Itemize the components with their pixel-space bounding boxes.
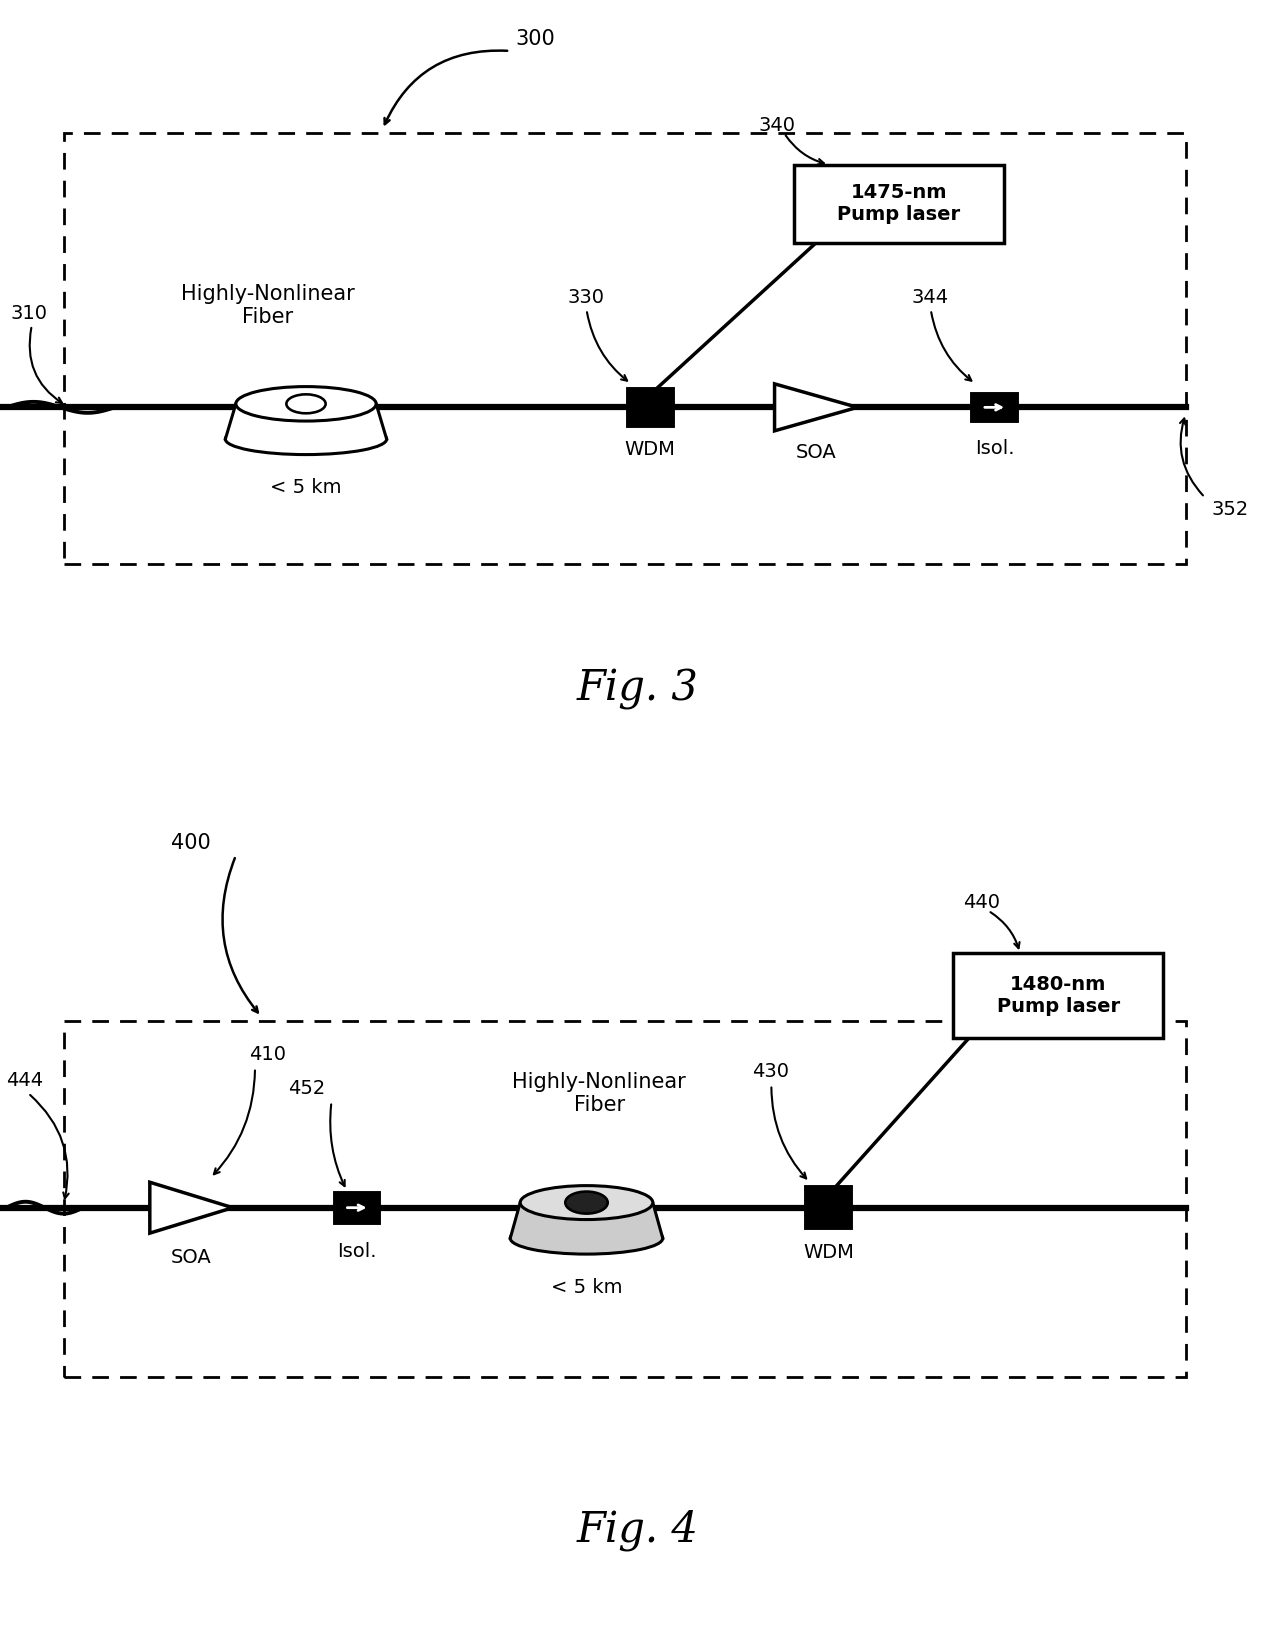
Bar	[972, 393, 1017, 421]
Text: 1480-nm
Pump laser: 1480-nm Pump laser	[997, 974, 1119, 1017]
Polygon shape	[774, 384, 858, 431]
Text: 330: 330	[567, 289, 604, 307]
Bar	[806, 1188, 852, 1227]
Bar	[954, 953, 1163, 1038]
Text: 310: 310	[10, 304, 47, 323]
Text: 430: 430	[752, 1062, 789, 1082]
Bar	[793, 165, 1005, 243]
Ellipse shape	[287, 395, 325, 413]
Ellipse shape	[510, 1222, 663, 1253]
Text: 344: 344	[912, 289, 949, 307]
Polygon shape	[226, 403, 386, 439]
Polygon shape	[150, 1182, 232, 1234]
Text: 440: 440	[963, 893, 1000, 912]
Text: Isol.: Isol.	[975, 439, 1014, 457]
Text: WDM: WDM	[625, 441, 676, 459]
Text: 340: 340	[759, 116, 796, 135]
Text: < 5 km: < 5 km	[551, 1278, 622, 1297]
Text: SOA: SOA	[796, 444, 836, 462]
Text: 410: 410	[249, 1046, 286, 1064]
Bar	[334, 1193, 380, 1222]
Text: Highly-Nonlinear
Fiber: Highly-Nonlinear Fiber	[181, 284, 354, 326]
Text: 300: 300	[515, 29, 556, 49]
Text: 352: 352	[1211, 499, 1248, 519]
Text: 400: 400	[171, 832, 212, 854]
Text: 444: 444	[6, 1071, 43, 1090]
Text: Highly-Nonlinear
Fiber: Highly-Nonlinear Fiber	[513, 1072, 686, 1115]
Ellipse shape	[520, 1185, 653, 1219]
Ellipse shape	[565, 1191, 608, 1214]
Text: 452: 452	[288, 1079, 325, 1098]
Text: WDM: WDM	[803, 1244, 854, 1262]
Text: 1475-nm
Pump laser: 1475-nm Pump laser	[838, 183, 960, 224]
Ellipse shape	[226, 424, 386, 455]
Text: SOA: SOA	[171, 1247, 212, 1266]
Ellipse shape	[236, 387, 376, 421]
Text: < 5 km: < 5 km	[270, 478, 342, 496]
Text: Fig. 4: Fig. 4	[576, 1510, 699, 1550]
Text: Fig. 3: Fig. 3	[576, 669, 699, 710]
Text: Isol.: Isol.	[338, 1242, 376, 1260]
Polygon shape	[510, 1203, 663, 1239]
Bar	[627, 388, 673, 426]
